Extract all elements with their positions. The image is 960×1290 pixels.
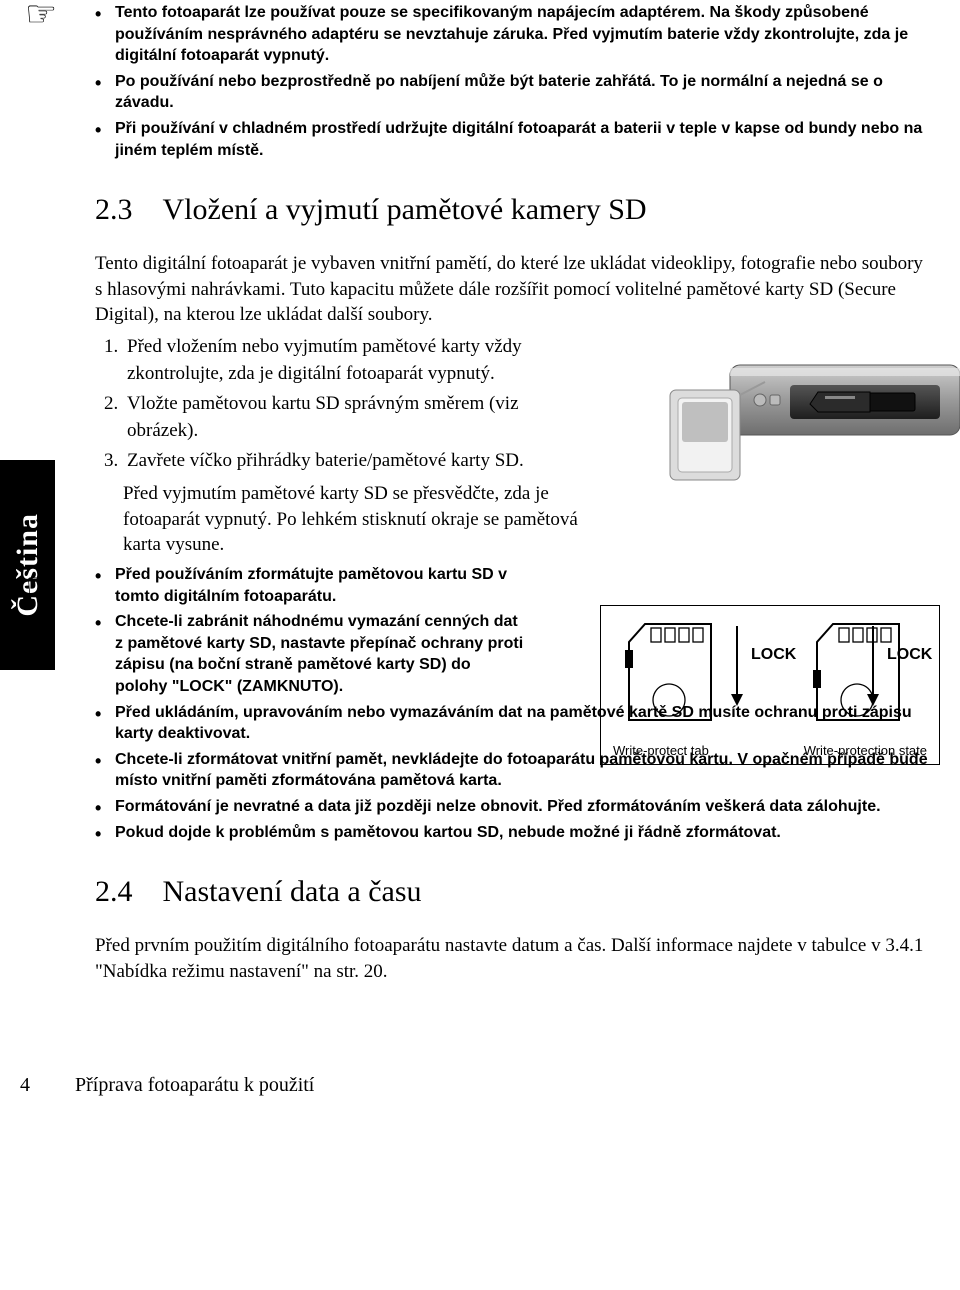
list-item: Vložte pamětovou kartu SD správným směre… <box>123 391 559 444</box>
section-title: Nastavení data a času <box>163 875 422 909</box>
footer-title: Příprava fotoaparátu k použití <box>75 1074 314 1096</box>
list-item: Chcete-li zabránit náhodnému vymazání ce… <box>95 611 525 697</box>
camera-figure <box>610 340 960 490</box>
list-item: Formátování je nevratné a data již pozdě… <box>95 796 930 818</box>
list-item: Po používání nebo bezprostředně po nabíj… <box>95 71 930 114</box>
section-heading-2-4: 2.4 Nastavení data a času <box>95 875 930 909</box>
list-item: Při používání v chladném prostředí udržu… <box>95 118 930 161</box>
list-item: Před používáním zformátujte pamětovou ka… <box>95 564 525 607</box>
page-footer: 4 Příprava fotoaparátu k použití <box>20 1074 940 1097</box>
list-item: Zavřete víčko přihrádky baterie/pamětové… <box>123 448 559 475</box>
section-intro: Tento digitální fotoaparát je vybaven vn… <box>95 251 930 328</box>
section-number: 2.3 <box>95 193 133 227</box>
list-item: Tento fotoaparát lze používat pouze se s… <box>95 2 930 67</box>
page-number: 4 <box>20 1074 70 1097</box>
section-body: Před prvním použitím digitálního fotoapa… <box>95 933 930 984</box>
top-warning-list: Tento fotoaparát lze používat pouze se s… <box>95 2 930 161</box>
pointer-icon: ☞ <box>25 568 57 604</box>
list-item: Chcete-li zformátovat vnitřní pamět, nev… <box>95 749 930 792</box>
lock-label-right: LOCK <box>887 646 932 664</box>
lock-label-left: LOCK <box>751 646 796 664</box>
section-note: Před vyjmutím pamětové karty SD se přesv… <box>123 481 593 558</box>
section-heading-2-3: 2.3 Vložení a vyjmutí pamětové kamery SD <box>95 193 930 227</box>
language-tab: Čeština <box>0 460 55 670</box>
pointer-icon: ☞ <box>25 0 57 32</box>
step-list: Před vložením nebo vyjmutím pamětové kar… <box>99 334 559 475</box>
section-number: 2.4 <box>95 875 133 909</box>
list-item: Před vložením nebo vyjmutím pamětové kar… <box>123 334 559 387</box>
list-item: Pokud dojde k problémům s pamětovou kart… <box>95 822 930 844</box>
section-title: Vložení a vyjmutí pamětové kamery SD <box>163 193 647 227</box>
list-item: Před ukládáním, upravováním nebo vymazáv… <box>95 702 930 745</box>
